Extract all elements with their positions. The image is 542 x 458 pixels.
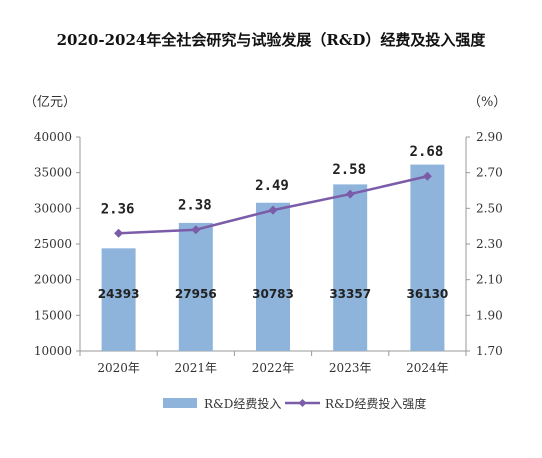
rate-line: [114, 171, 432, 238]
x-tick-label: 2022年: [252, 361, 295, 375]
bar-value-label: 27956: [175, 287, 217, 301]
bar: [101, 248, 136, 351]
bars: [101, 164, 445, 351]
rate-point: [114, 228, 124, 238]
bar: [256, 202, 290, 351]
right-tick-label: 2.70: [476, 166, 503, 180]
right-axis-unit: （%）: [468, 95, 506, 110]
bar: [410, 164, 445, 351]
left-tick-label: 20000: [34, 273, 72, 287]
bar: [333, 184, 368, 351]
bar-value-label: 24393: [98, 287, 140, 301]
left-tick-label: 10000: [34, 344, 72, 358]
left-tick-label: 25000: [34, 237, 72, 251]
right-tick-label: 2.50: [476, 201, 503, 215]
rate-point: [268, 205, 278, 215]
chart-title: 2020-2024年全社会研究与试验发展（R&D）经费及投入强度: [57, 31, 487, 49]
x-tick-label: 2023年: [329, 361, 372, 375]
left-tick-label: 40000: [34, 130, 72, 144]
legend-line-marker: [298, 399, 307, 407]
rate-point: [422, 171, 432, 181]
bar: [178, 222, 213, 351]
bar-value-label: 36130: [407, 287, 449, 301]
right-tick-label: 2.10: [476, 273, 503, 287]
rate-point: [191, 225, 201, 235]
right-tick-label: 2.90: [476, 130, 503, 144]
legend: R&D经费投入 R&D经费投入强度: [163, 396, 426, 411]
rate-point: [345, 189, 355, 199]
right-tick-label: 1.70: [476, 344, 503, 358]
legend-bar-label: R&D经费投入: [204, 396, 281, 411]
rate-value-label: 2.38: [178, 198, 212, 214]
legend-line-label: R&D经费投入强度: [325, 396, 426, 411]
bar-value-label: 33357: [329, 287, 371, 301]
legend-bar-swatch: [163, 398, 197, 408]
x-tick-label: 2024年: [406, 361, 449, 375]
axes: 10000 1.70 15000 1.90 20000 2.10 25000 2.30 3000…: [34, 130, 503, 375]
rate-value-label: 2.36: [101, 201, 135, 217]
rate-value-label: 2.68: [410, 144, 444, 160]
x-tick-label: 2020年: [97, 361, 140, 375]
data-labels: 24393 27956 30783 33357 36130 2.36 2.38 2.49 2.5…: [98, 144, 449, 301]
left-tick-label: 35000: [34, 166, 72, 180]
rate-value-label: 2.58: [332, 162, 366, 178]
left-tick-label: 30000: [34, 201, 72, 215]
left-axis-unit: （亿元）: [24, 95, 76, 110]
rate-value-label: 2.49: [255, 178, 289, 194]
bar-value-label: 30783: [252, 287, 294, 301]
x-tick-label: 2021年: [175, 361, 218, 375]
right-tick-label: 2.30: [476, 237, 503, 251]
left-tick-label: 15000: [34, 308, 72, 322]
right-tick-label: 1.90: [476, 308, 503, 322]
